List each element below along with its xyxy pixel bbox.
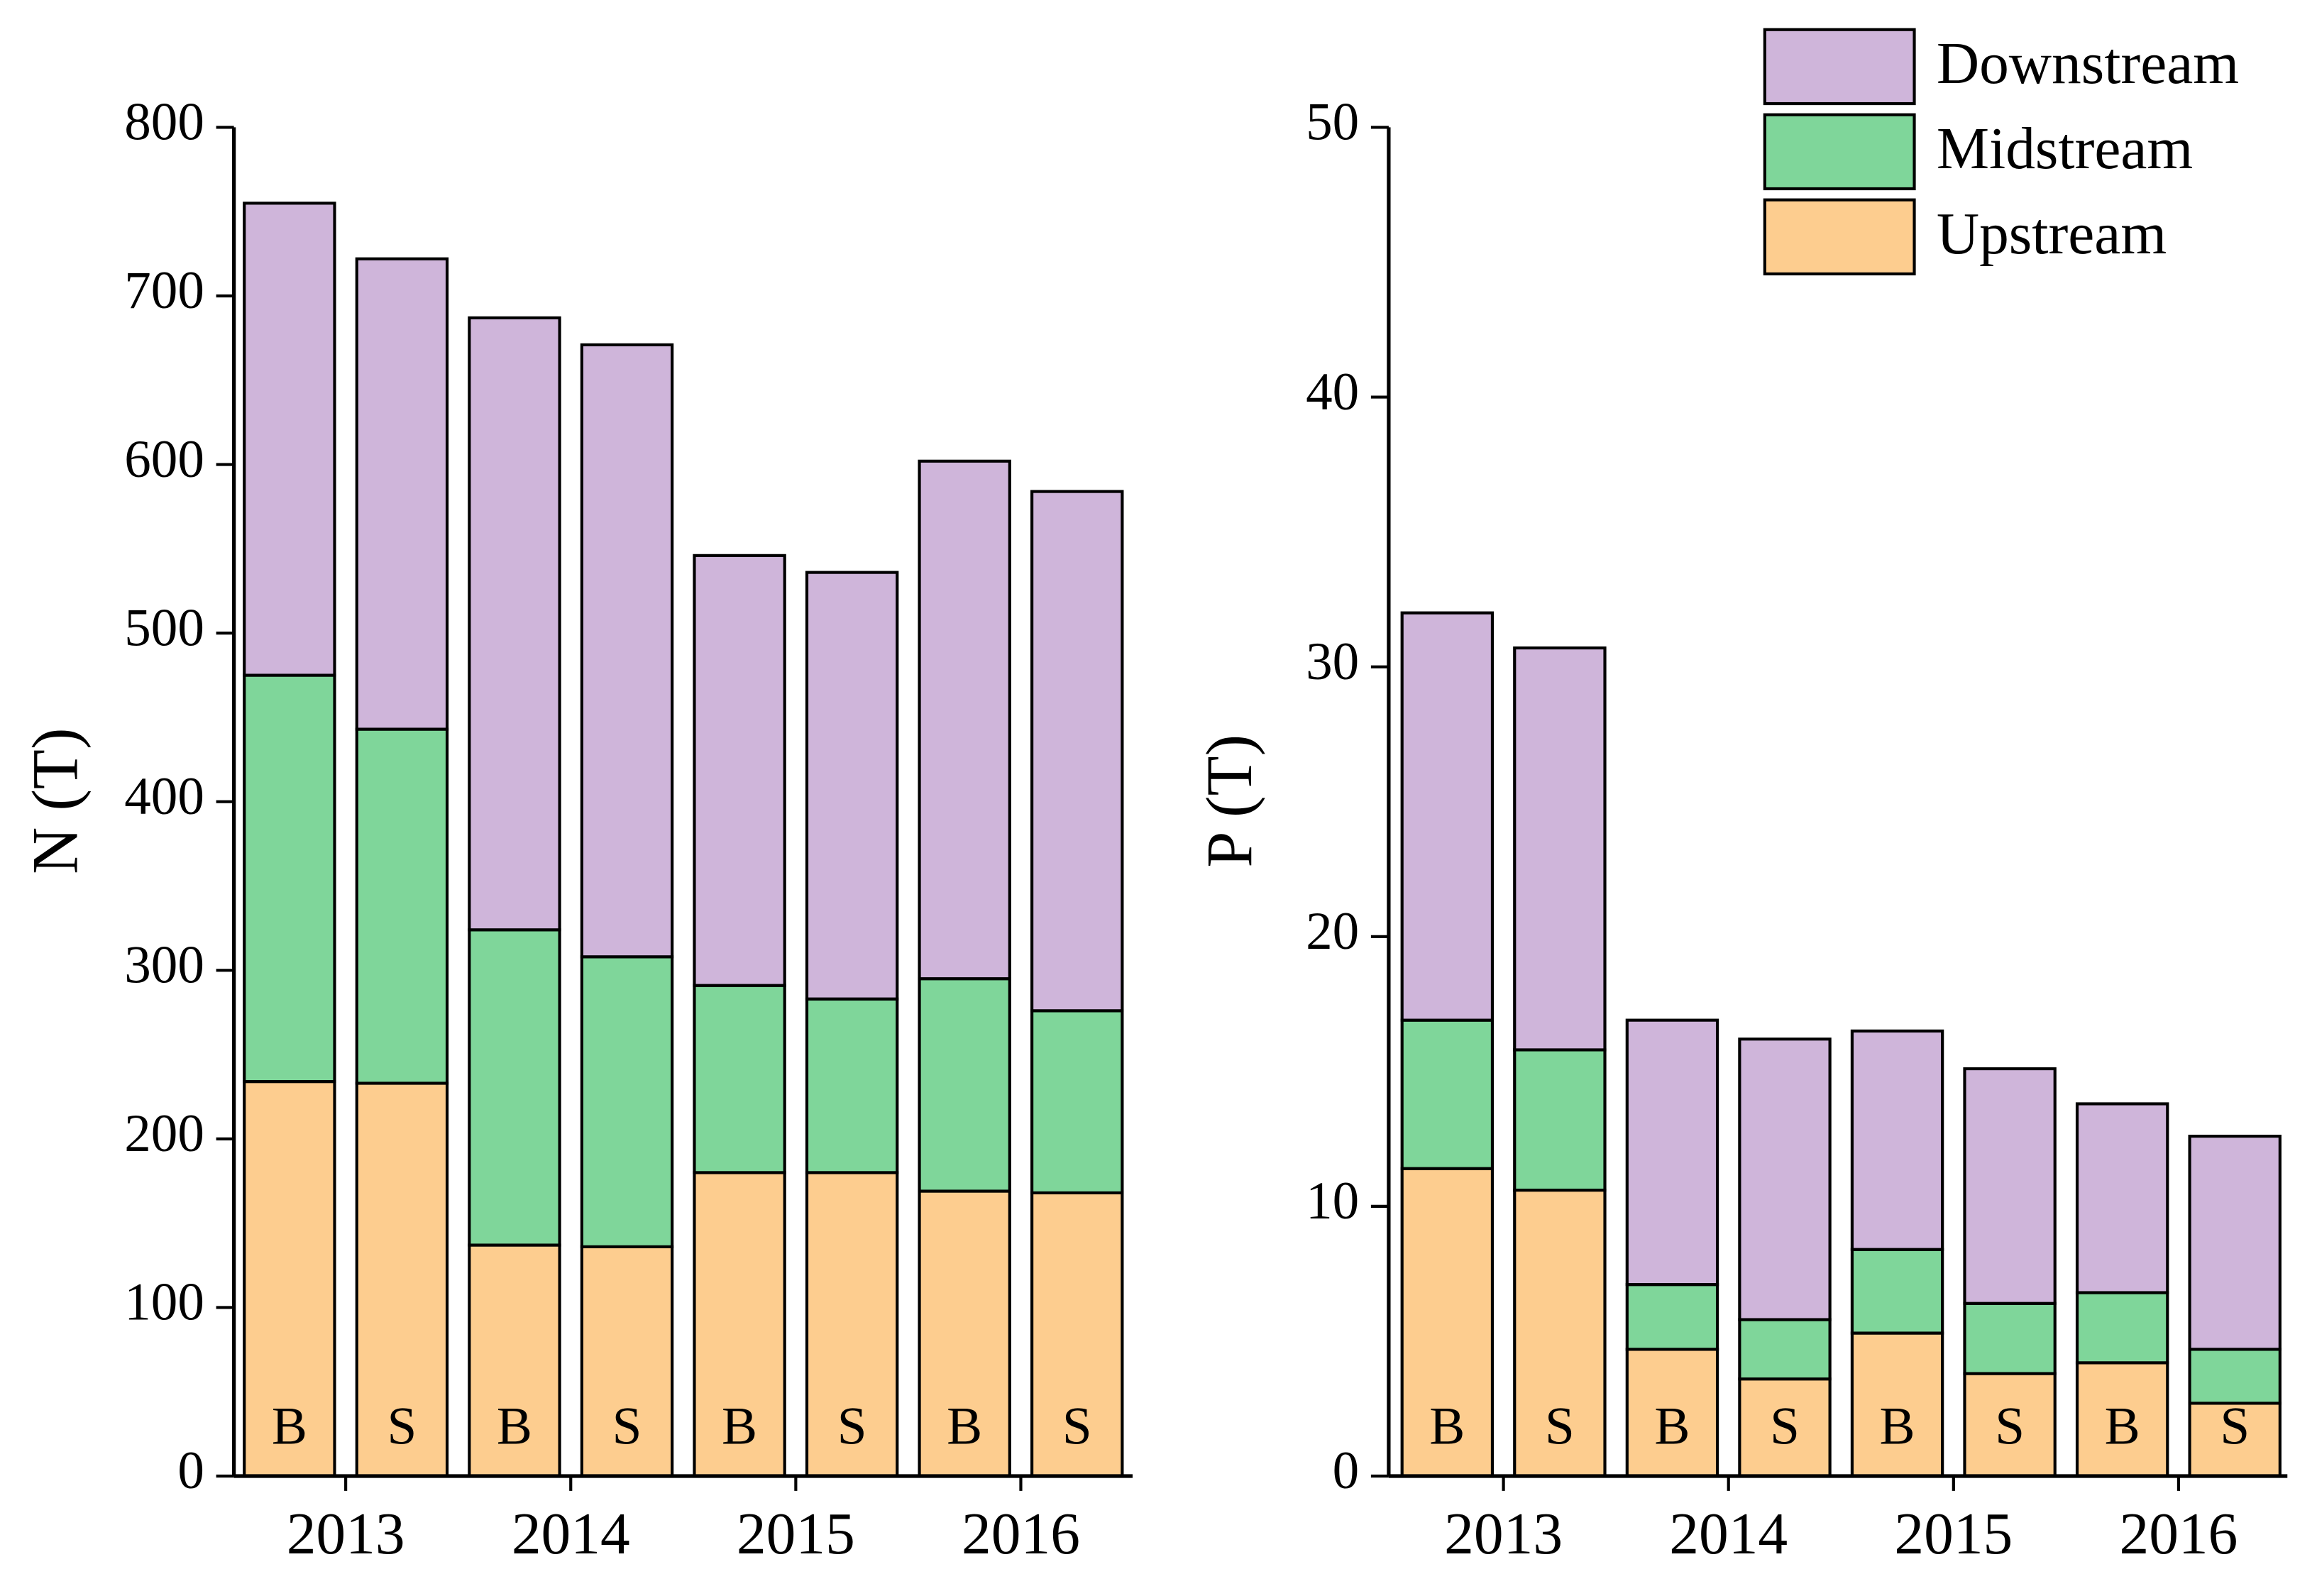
- bar-segment: [468, 928, 561, 1247]
- bar-segment: [2075, 1102, 2169, 1294]
- y-tick-label: 20: [1306, 902, 1359, 961]
- group-label: 2013: [287, 1502, 405, 1567]
- y-axis-title: N (T): [19, 727, 92, 874]
- bar-segment: [355, 1082, 449, 1478]
- bar-segment: [2075, 1361, 2169, 1478]
- bar-segment: [1513, 1188, 1607, 1478]
- category-label: B: [1879, 1397, 1915, 1456]
- category-label: B: [2105, 1397, 2140, 1456]
- bar-segment: [918, 459, 1011, 981]
- group-label: 2015: [1894, 1502, 2013, 1567]
- bar-segment: [1963, 1301, 2057, 1375]
- group-label: 2014: [512, 1502, 630, 1567]
- bar-segment: [1738, 1377, 1832, 1478]
- category-label: B: [947, 1397, 982, 1456]
- category-label: B: [272, 1397, 307, 1456]
- category-label: B: [497, 1397, 532, 1456]
- bar-segment: [468, 316, 561, 932]
- y-tick-label: 200: [124, 1104, 204, 1163]
- y-tick-label: 0: [177, 1441, 204, 1500]
- bar-segment: [1850, 1029, 1944, 1251]
- bar-segment: [805, 571, 899, 1001]
- bar-segment: [693, 554, 786, 987]
- legend-label: Upstream: [1937, 202, 2167, 267]
- bar-segment: [1513, 646, 1607, 1052]
- y-tick-label: 800: [124, 93, 204, 152]
- bar-segment: [1400, 611, 1495, 1022]
- category-label: S: [2220, 1397, 2250, 1456]
- bar-segment: [1963, 1372, 2057, 1478]
- category-label: S: [1545, 1397, 1575, 1456]
- group-label: 2016: [2119, 1502, 2238, 1567]
- bar-segment: [1513, 1048, 1607, 1192]
- bar-segment: [243, 673, 336, 1084]
- bar-segment: [1738, 1038, 1832, 1321]
- bar-segment: [2075, 1291, 2169, 1365]
- bar-segment: [1030, 1191, 1124, 1478]
- category-label: S: [612, 1397, 642, 1456]
- group-label: 2014: [1669, 1502, 1788, 1567]
- bar-segment: [805, 1171, 899, 1478]
- bar-segment: [1850, 1248, 1944, 1335]
- legend-swatch: [1763, 198, 1916, 276]
- y-tick-label: 100: [124, 1273, 204, 1332]
- bar-segment: [355, 727, 449, 1085]
- category-label: S: [837, 1397, 867, 1456]
- bar-segment: [355, 257, 449, 731]
- y-tick-label: 700: [124, 261, 204, 320]
- bar-segment: [580, 343, 674, 959]
- y-tick-label: 0: [1333, 1441, 1360, 1500]
- y-tick-label: 40: [1306, 363, 1359, 422]
- bar-segment: [243, 1080, 336, 1478]
- y-tick-label: 400: [124, 767, 204, 826]
- legend-swatch: [1763, 113, 1916, 191]
- bar-segment: [243, 202, 336, 677]
- bar-segment: [1400, 1018, 1495, 1170]
- bar-segment: [580, 955, 674, 1248]
- legend-label: Midstream: [1937, 116, 2194, 182]
- group-label: 2013: [1444, 1502, 1563, 1567]
- bar-segment: [1030, 1009, 1124, 1194]
- legend-label: Downstream: [1937, 31, 2239, 97]
- bar-segment: [1738, 1318, 1832, 1381]
- category-label: S: [1995, 1397, 2025, 1456]
- bar-segment: [2188, 1348, 2282, 1405]
- bar-segment: [693, 984, 786, 1174]
- bar-segment: [1030, 490, 1124, 1013]
- category-label: B: [1429, 1397, 1465, 1456]
- bar-segment: [2188, 1134, 2282, 1351]
- y-tick-label: 300: [124, 936, 204, 995]
- bar-segment: [1625, 1348, 1719, 1478]
- category-label: S: [1770, 1397, 1800, 1456]
- bar-segment: [1963, 1067, 2057, 1305]
- bar-segment: [805, 997, 899, 1174]
- bar-segment: [580, 1245, 674, 1478]
- group-label: 2015: [737, 1502, 855, 1567]
- y-tick-label: 10: [1306, 1172, 1359, 1231]
- category-label: S: [1062, 1397, 1092, 1456]
- y-tick-label: 500: [124, 598, 204, 657]
- category-label: B: [1654, 1397, 1690, 1456]
- y-tick-label: 30: [1306, 632, 1359, 691]
- bar-segment: [1400, 1167, 1495, 1478]
- category-label: B: [722, 1397, 757, 1456]
- category-label: S: [387, 1397, 417, 1456]
- y-axis-title: P (T): [1193, 734, 1265, 868]
- group-label: 2016: [962, 1502, 1080, 1567]
- legend-swatch: [1763, 28, 1916, 106]
- bar-segment: [918, 977, 1011, 1193]
- bar-segment: [1625, 1018, 1719, 1287]
- bar-segment: [1625, 1283, 1719, 1351]
- y-tick-label: 600: [124, 430, 204, 489]
- y-tick-label: 50: [1306, 93, 1359, 152]
